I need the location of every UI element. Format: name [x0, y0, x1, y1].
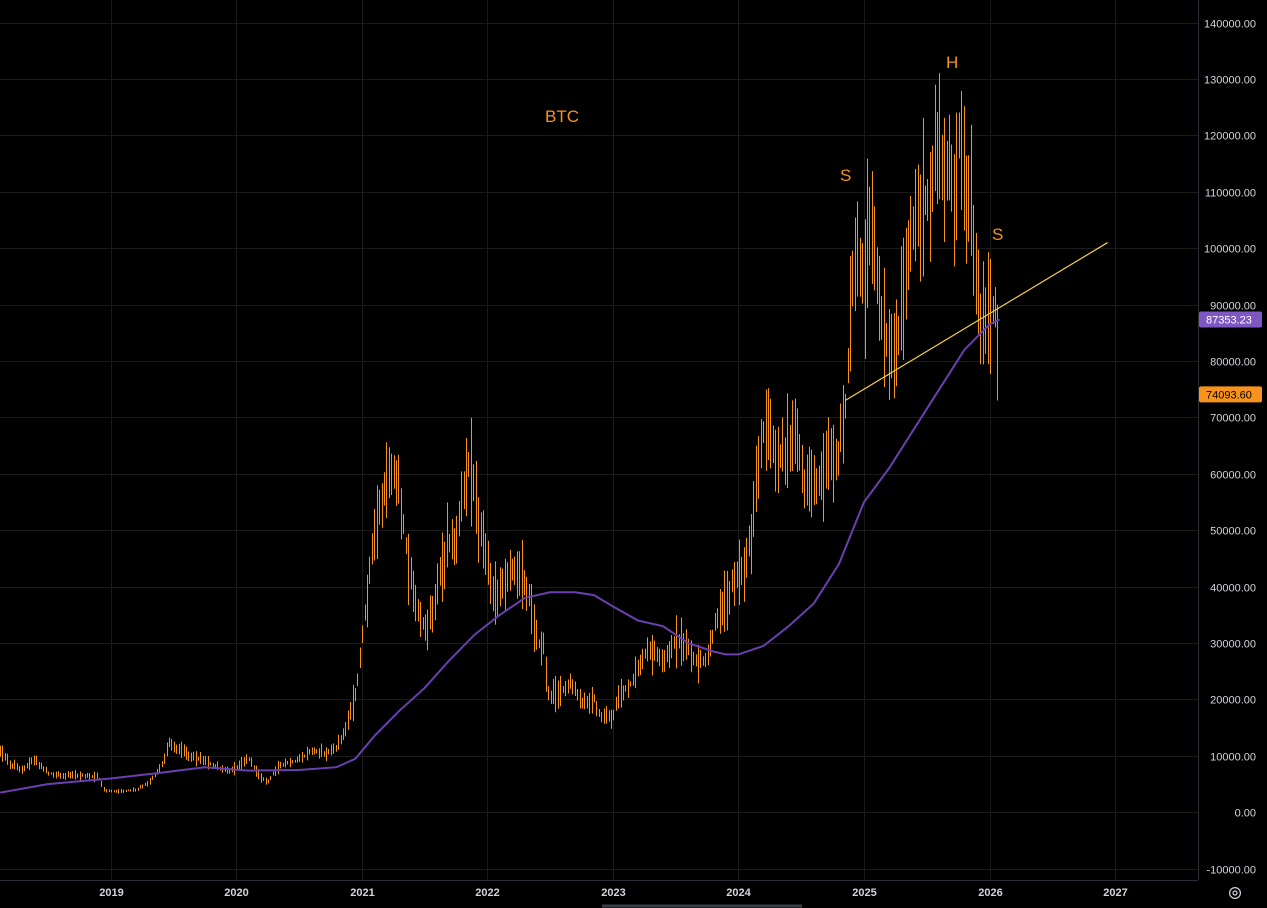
- x-tick-label: 2025: [852, 887, 876, 899]
- x-tick-label: 2020: [224, 887, 248, 899]
- gear-icon: [1228, 886, 1242, 900]
- x-tick-label: 2019: [99, 887, 123, 899]
- y-tick-label: 130000.00: [1204, 75, 1256, 87]
- y-tick-label: 90000.00: [1210, 301, 1256, 313]
- last-price-badge-label: 74093.60: [1206, 389, 1252, 401]
- y-tick-label: 40000.00: [1210, 583, 1256, 595]
- chart-title: BTC: [545, 107, 579, 126]
- y-tick-label: -10000.00: [1206, 865, 1256, 877]
- y-tick-label: 50000.00: [1210, 526, 1256, 538]
- neckline-trendline[interactable]: [844, 242, 1108, 402]
- y-tick-label: 140000.00: [1204, 19, 1256, 31]
- sma-price-badge-label: 87353.23: [1206, 315, 1252, 327]
- x-tick-label: 2026: [978, 887, 1002, 899]
- x-tick-label: 2027: [1103, 887, 1127, 899]
- x-tick-label: 2024: [726, 887, 751, 899]
- x-tick-label: 2022: [475, 887, 499, 899]
- y-tick-label: 80000.00: [1210, 357, 1256, 369]
- y-tick-label: 110000.00: [1205, 188, 1256, 200]
- last-price-badge-background: [1199, 386, 1262, 403]
- price-bars: [0, 73, 998, 794]
- x-axis[interactable]: 2019 2020 2021 2022 2023 2024 2025 2026 2027: [99, 887, 1127, 899]
- annotation-head: H: [946, 53, 958, 72]
- annotations: BTC S H S: [545, 53, 1003, 244]
- y-tick-label: 100000.00: [1204, 244, 1256, 256]
- sma-price-badge-background: [1199, 311, 1262, 328]
- last-price-badge: 74093.60: [1199, 386, 1262, 403]
- grid: [0, 0, 1198, 880]
- y-tick-label: 10000.00: [1210, 752, 1256, 764]
- moving-average-line: [0, 318, 1001, 794]
- y-tick-label: 60000.00: [1210, 470, 1256, 482]
- y-tick-label: 120000.00: [1204, 131, 1256, 143]
- annotation-right-shoulder: S: [992, 225, 1003, 244]
- annotation-left-shoulder: S: [840, 166, 851, 185]
- y-tick-label: 70000.00: [1210, 413, 1256, 425]
- chart-settings-button[interactable]: [1220, 880, 1250, 906]
- sma-price-badge: 87353.23: [1199, 311, 1262, 328]
- x-tick-label: 2021: [350, 887, 374, 899]
- y-tick-label: 20000.00: [1210, 695, 1256, 707]
- y-axis[interactable]: -10000.00 0.00 10000.00 20000.00 30000.00 400…: [1204, 19, 1256, 877]
- y-tick-label: 30000.00: [1210, 639, 1256, 651]
- y-tick-label: 0.00: [1235, 808, 1256, 820]
- x-tick-label: 2023: [601, 887, 625, 899]
